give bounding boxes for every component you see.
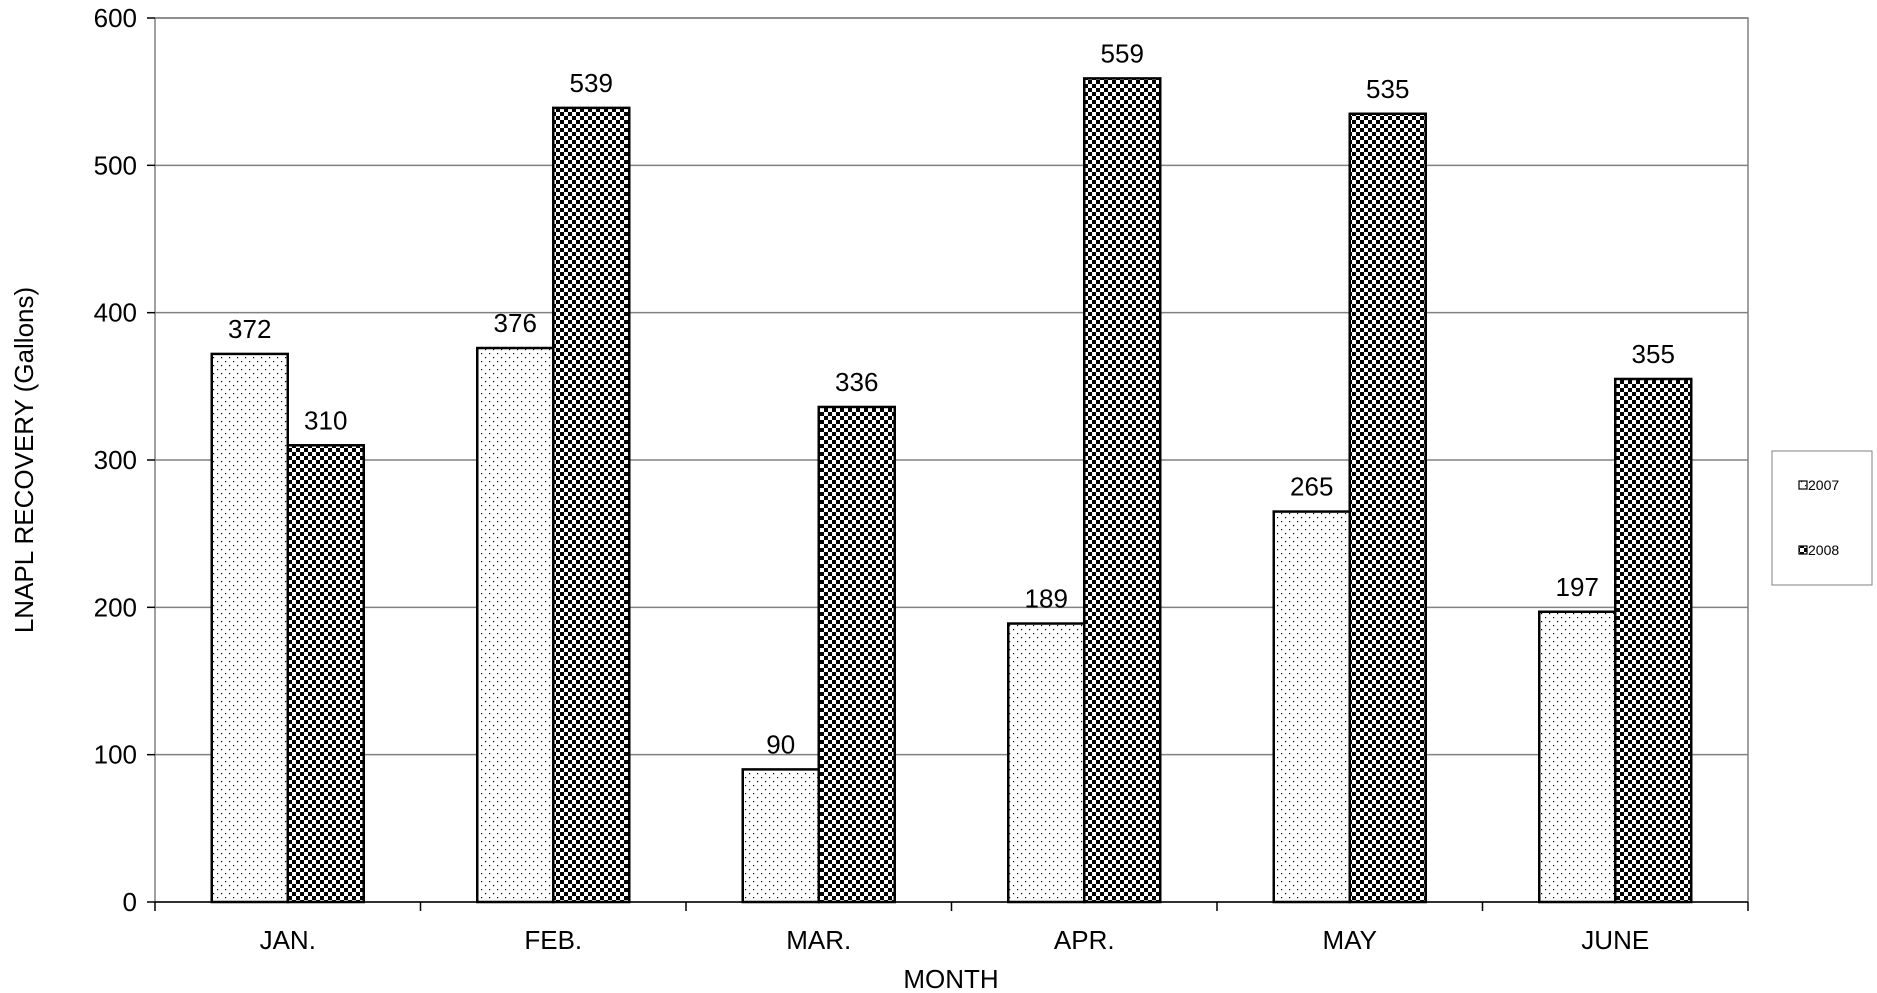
- x-tick-label: MAR.: [786, 925, 851, 955]
- bar-2008-1: [552, 106, 631, 904]
- legend-swatch-2007: [1798, 480, 1808, 490]
- data-label: 559: [1101, 38, 1144, 68]
- bar-2008-5: [1614, 377, 1693, 904]
- bar-2007-2: [741, 768, 820, 904]
- y-tick-label: 0: [123, 887, 137, 917]
- bar-2008-0: [286, 444, 365, 904]
- data-label: 90: [766, 729, 795, 759]
- data-label: 372: [228, 314, 271, 344]
- bar-2007-4: [1272, 510, 1351, 904]
- legend-box: [1771, 450, 1873, 586]
- data-label: 265: [1290, 472, 1333, 502]
- data-label: 539: [570, 68, 613, 98]
- data-label: 535: [1366, 74, 1409, 104]
- x-tick-label: JAN.: [260, 925, 316, 955]
- y-axis: 0 100 200 300 400 500 600: [94, 3, 155, 917]
- gridlines: [155, 17, 1748, 756]
- y-tick-label: 500: [94, 150, 137, 180]
- data-label: 376: [494, 308, 537, 338]
- data-labels: 372 310 376 539 90 336 189 559 265 535 197 355: [228, 38, 1675, 759]
- data-label: 310: [304, 405, 347, 435]
- bar-2007-1: [476, 346, 555, 904]
- bar-2007-5: [1538, 610, 1617, 904]
- legend-label-2007: 2007: [1808, 477, 1839, 493]
- legend-swatch-2008: [1798, 545, 1808, 555]
- x-tick-label: APR.: [1054, 925, 1115, 955]
- bar-2008-3: [1083, 77, 1162, 904]
- bar-2008-4: [1348, 112, 1427, 904]
- y-tick-label: 300: [94, 445, 137, 475]
- data-label: 355: [1632, 339, 1675, 369]
- legend-label-2008: 2008: [1808, 542, 1839, 558]
- bar-2007-0: [210, 352, 289, 904]
- legend: 2007 2008: [1771, 450, 1873, 586]
- y-axis-title: LNAPL RECOVERY (Gallons): [9, 287, 39, 633]
- bars: [210, 77, 1693, 904]
- bar-2007-3: [1007, 622, 1086, 904]
- y-tick-label: 100: [94, 740, 137, 770]
- x-axis-title: MONTH: [903, 964, 998, 993]
- data-label: 189: [1025, 584, 1068, 614]
- x-tick-label: JUNE: [1581, 925, 1649, 955]
- y-tick-label: 200: [94, 592, 137, 622]
- x-axis: JAN. FEB. MAR. APR. MAY JUNE: [154, 901, 1749, 955]
- y-tick-label: 400: [94, 298, 137, 328]
- data-label: 197: [1556, 572, 1599, 602]
- data-label: 336: [835, 367, 878, 397]
- y-tick-label: 600: [94, 3, 137, 33]
- x-tick-label: MAY: [1323, 925, 1377, 955]
- bar-2008-2: [817, 405, 896, 904]
- x-tick-label: FEB.: [524, 925, 582, 955]
